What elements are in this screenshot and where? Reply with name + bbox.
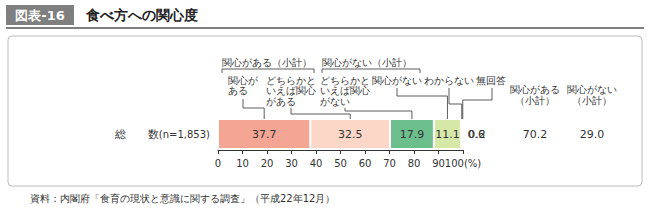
svg-text:食べ方への関心度: 食べ方への関心度 [85, 7, 198, 23]
svg-text:（小計）: （小計） [515, 95, 555, 106]
svg-text:資料：内閣府「食育の現状と意識に関する調査」（平成22年12: 資料：内閣府「食育の現状と意識に関する調査」（平成22年12月） [30, 193, 335, 204]
svg-text:どちらかと: どちらかと [320, 75, 370, 86]
svg-text:ある: ある [228, 85, 248, 96]
svg-text:がある: がある [266, 96, 296, 107]
svg-text:関心がある: 関心がある [510, 84, 560, 95]
svg-text:わからない: わからない [424, 75, 474, 86]
svg-text:70.2: 70.2 [523, 128, 548, 141]
svg-text:がない: がない [320, 96, 350, 107]
svg-text:いえば関心: いえば関心 [320, 85, 370, 96]
svg-text:0: 0 [215, 158, 221, 169]
svg-text:無回答: 無回答 [476, 75, 506, 86]
svg-text:0.2: 0.2 [468, 128, 486, 141]
svg-text:80: 80 [408, 158, 421, 169]
svg-text:70: 70 [383, 158, 396, 169]
svg-text:総 数: 総 数 [114, 128, 159, 141]
svg-text:関心がある（小計）: 関心がある（小計） [222, 57, 312, 68]
svg-text:50: 50 [334, 158, 347, 169]
svg-text:0.6: 0.6 [468, 128, 486, 141]
svg-text:32.5: 32.5 [338, 128, 363, 141]
svg-text:(n=1,853): (n=1,853) [159, 129, 210, 140]
svg-text:関心が: 関心が [228, 75, 259, 86]
svg-text:11.1: 11.1 [435, 128, 460, 141]
svg-text:関心がない: 関心がない [372, 75, 422, 86]
svg-text:60: 60 [359, 158, 372, 169]
svg-text:図表-16: 図表-16 [15, 8, 65, 23]
svg-text:100(%): 100(%) [445, 158, 481, 169]
svg-text:17.9: 17.9 [400, 128, 425, 141]
svg-text:10: 10 [236, 158, 249, 169]
svg-text:どちらかと: どちらかと [266, 75, 316, 86]
svg-text:関心がない（小計）: 関心がない（小計） [322, 57, 412, 68]
svg-text:30: 30 [285, 158, 298, 169]
svg-text:29.0: 29.0 [580, 128, 605, 141]
svg-text:（小計）: （小計） [572, 95, 612, 106]
svg-text:関心がない: 関心がない [567, 84, 617, 95]
svg-text:90: 90 [432, 158, 445, 169]
svg-text:いえば関心: いえば関心 [266, 85, 316, 96]
svg-text:20: 20 [261, 158, 274, 169]
svg-text:37.7: 37.7 [252, 128, 277, 141]
svg-text:40: 40 [310, 158, 323, 169]
